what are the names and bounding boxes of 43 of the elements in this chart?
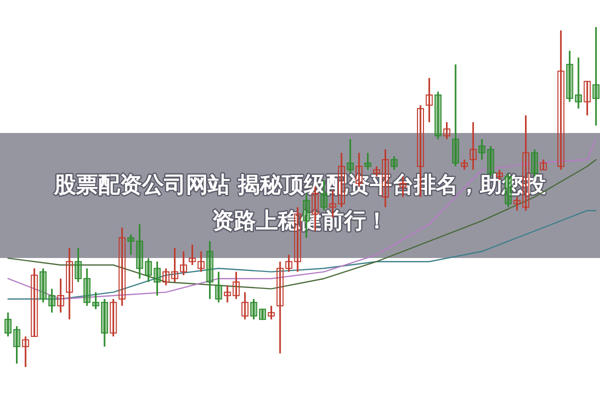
candlestick xyxy=(144,257,152,283)
candlestick xyxy=(250,298,258,320)
candlestick xyxy=(118,226,126,307)
candlestick xyxy=(276,260,284,354)
candlestick xyxy=(101,298,108,348)
candlestick xyxy=(127,234,134,256)
candlestick xyxy=(434,90,442,140)
candlestick xyxy=(540,158,547,171)
candlestick xyxy=(470,121,477,171)
candlestick xyxy=(154,260,161,296)
candlestick xyxy=(514,196,521,212)
candlestick xyxy=(74,247,82,283)
candlestick xyxy=(206,240,214,300)
candlestick xyxy=(592,26,600,126)
candlestick xyxy=(22,336,30,368)
candlestick xyxy=(13,325,20,364)
candlestick xyxy=(557,30,564,171)
candlestick xyxy=(364,152,372,171)
candlestick xyxy=(30,268,38,338)
candlestick xyxy=(83,268,90,307)
candlestick xyxy=(215,271,222,304)
candlestick xyxy=(460,158,468,171)
candlestick xyxy=(346,138,354,174)
candlestick xyxy=(584,80,591,116)
candlestick xyxy=(566,50,574,103)
candlestick xyxy=(57,278,64,314)
candlestick xyxy=(241,291,248,320)
candlestick xyxy=(259,308,266,320)
candlestick xyxy=(478,138,486,160)
candlestick xyxy=(426,77,433,123)
candlestick xyxy=(40,268,47,304)
candlestick xyxy=(4,312,12,338)
candlestick xyxy=(268,305,275,320)
candlestick xyxy=(443,121,450,140)
candlestick xyxy=(92,291,100,310)
candlestick xyxy=(574,56,582,110)
candlestick xyxy=(452,64,460,168)
candlestick xyxy=(136,223,144,280)
candlestick xyxy=(48,288,56,314)
candlestick xyxy=(390,155,398,171)
candlestick xyxy=(180,250,188,276)
candlestick xyxy=(110,298,117,338)
candlestick xyxy=(66,247,73,320)
